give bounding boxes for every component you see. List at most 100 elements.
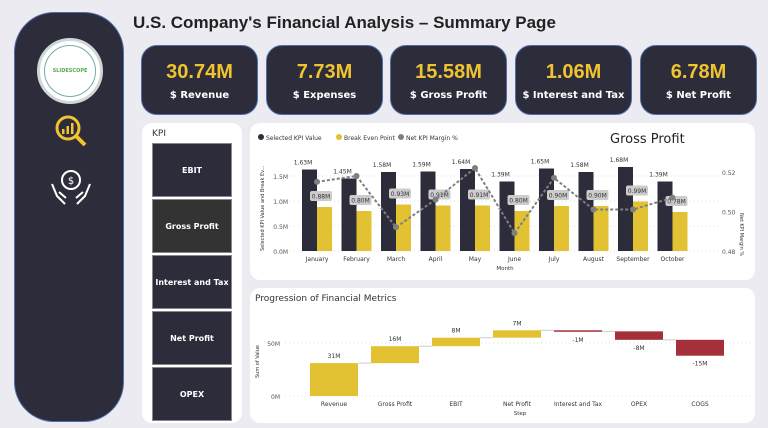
kpi-title: KPI [152, 129, 166, 139]
break-even-label-bg [468, 189, 490, 200]
analytics-search-icon[interactable] [53, 113, 89, 149]
margin-line [316, 166, 673, 236]
x-tick-label: OPEX [631, 401, 647, 408]
x-tick-label: Interest and Tax [554, 401, 603, 408]
x-tick-label: August [583, 256, 605, 263]
margin-point [511, 230, 518, 237]
chart-title: Gross Profit [610, 132, 685, 147]
y-tick-label: 1.0M [273, 199, 288, 206]
break-even-bar [514, 211, 530, 251]
kpi-value-label: 1.58M [570, 162, 589, 169]
kpi-value-label: 1.59M [412, 162, 431, 169]
x-tick-label: February [343, 256, 370, 263]
page-title: U.S. Company's Financial Analysis – Summ… [133, 13, 556, 32]
waterfall-bar [554, 330, 602, 332]
y2-tick-label: 0.48 [722, 249, 736, 256]
break-even-bar [554, 206, 569, 251]
break-even-label-bg [547, 190, 569, 200]
svg-text:$: $ [68, 176, 74, 187]
y2-axis-label: Net KPI Margin % [738, 213, 744, 256]
x-tick-label: September [616, 256, 650, 263]
bar-value-label: -8M [633, 345, 644, 352]
margin-point [630, 206, 636, 213]
kpi-option-ebit[interactable]: EBIT [152, 143, 232, 197]
kpi-combo-chart: Gross Profit Selected KPI Value Break Even… [258, 132, 744, 272]
x-tick-label: April [429, 256, 443, 263]
margin-point [590, 206, 597, 213]
break-even-bar [435, 205, 451, 251]
y2-tick-label: 0.52 [722, 170, 736, 177]
interest-tax-card: 1.06M $ Interest and Tax [515, 45, 632, 115]
waterfall-bar [432, 337, 480, 347]
margin-point [393, 224, 399, 231]
kpi-value-label: 1.39M [491, 172, 510, 179]
y-tick-label: 1.5M [273, 174, 288, 181]
break-even-label: 0.90M [549, 193, 568, 200]
waterfall-bar [310, 363, 358, 396]
legend-marker [258, 134, 264, 140]
margin-point [432, 196, 439, 203]
break-even-label-bg [349, 195, 372, 205]
y-axis-label: Sum of Value [255, 345, 261, 378]
kpi-option-net-profit[interactable]: Net Profit [152, 311, 232, 365]
kpi-value-label: 1.58M [373, 162, 392, 169]
x-tick-label: January [305, 256, 329, 263]
break-even-label: 0.91M [470, 192, 489, 199]
x-axis-label: Month [496, 266, 514, 272]
kpi-option-gross-profit[interactable]: Gross Profit [152, 199, 232, 253]
kpi-value-label: 1.64M [452, 159, 471, 166]
kpi-value-bar [657, 181, 673, 251]
break-even-label: 0.99M [628, 188, 647, 195]
x-tick-label: Gross Profit [378, 401, 413, 408]
y-tick-label: 0.5M [273, 224, 288, 231]
break-even-bar [396, 204, 411, 251]
break-even-label: 0.80M [351, 198, 370, 205]
break-even-label-bg [507, 195, 530, 205]
kpi-option-opex[interactable]: OPEX [152, 367, 232, 421]
kpi-value-bar [381, 172, 396, 251]
waterfall-bar [676, 339, 724, 356]
kpi-value-bar [302, 169, 317, 251]
x-tick-label: EBIT [449, 401, 463, 408]
kpi-value-label: 1.45M [333, 169, 352, 176]
break-even-label: 0.93M [391, 191, 410, 198]
chart-title: Progression of Financial Metrics [255, 294, 397, 304]
waterfall-bar [615, 331, 663, 340]
money-hands-icon[interactable]: $ [49, 168, 93, 208]
kpi-value-bar [341, 178, 357, 251]
kpi-value-label: 1.65M [531, 159, 550, 166]
y-tick-label: 0.0M [273, 249, 288, 256]
break-even-label: 0.78M [667, 199, 686, 206]
break-even-label-bg [626, 185, 648, 196]
y-tick-label: 50M [267, 341, 280, 348]
bar-value-label: 8M [452, 328, 461, 335]
break-even-label: 0.91M [430, 192, 449, 199]
margin-point [314, 178, 320, 185]
margin-point [551, 174, 557, 181]
legend-marker [398, 134, 404, 140]
kpi-value-label: 1.68M [610, 157, 629, 164]
bar-value-label: -15M [693, 361, 708, 368]
margin-point [353, 172, 360, 179]
kpi-value-bar [499, 181, 515, 251]
x-tick-label: March [387, 256, 405, 263]
x-tick-label: June [507, 256, 521, 263]
break-even-bar [475, 205, 490, 251]
break-even-bar [633, 201, 648, 251]
break-even-bar [356, 211, 372, 251]
kpi-value-bar [460, 169, 475, 251]
x-tick-label: COGS [691, 401, 709, 408]
x-tick-label: May [469, 256, 482, 263]
break-even-label: 0.88M [312, 194, 331, 201]
break-even-bar [593, 206, 609, 251]
waterfall-bar [493, 330, 541, 338]
kpi-value-bar [539, 168, 554, 251]
waterfall-bar [371, 346, 419, 364]
break-even-label: 0.80M [509, 198, 528, 205]
kpi-value-bar [420, 171, 436, 251]
break-even-bar [317, 207, 332, 251]
margin-point [472, 165, 478, 172]
kpi-option-interest-tax[interactable]: Interest and Tax [152, 255, 232, 309]
kpi-chart-panel: Gross Profit Selected KPI Value Break Even… [250, 123, 755, 280]
x-tick-label: Revenue [321, 401, 347, 408]
